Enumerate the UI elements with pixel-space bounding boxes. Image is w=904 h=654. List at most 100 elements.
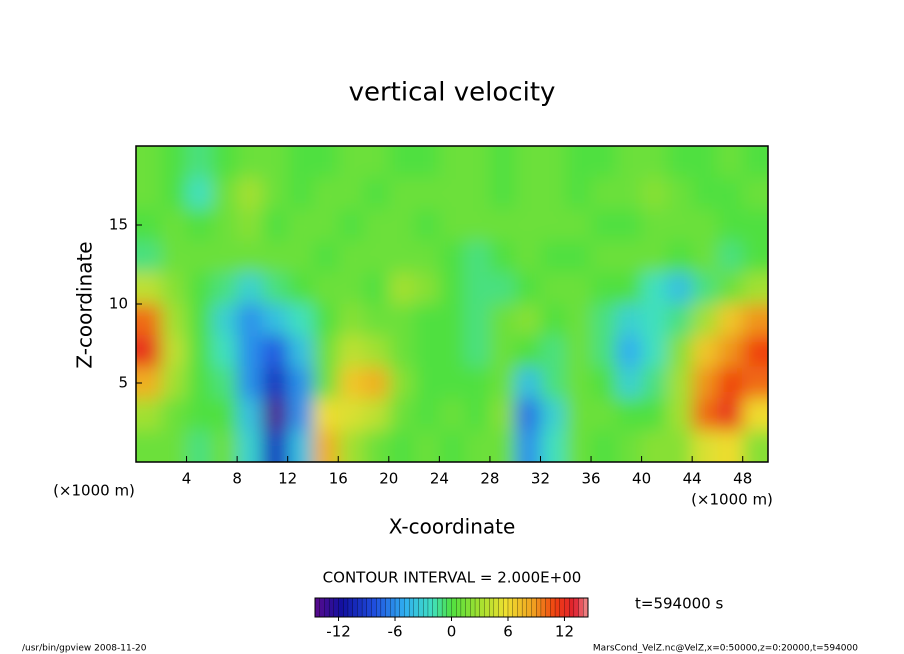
field-cells bbox=[136, 146, 768, 462]
colorbar-segment bbox=[550, 597, 556, 618]
field-cell bbox=[161, 398, 187, 431]
field-cell bbox=[388, 209, 415, 241]
field-cell bbox=[515, 272, 541, 304]
field-cell bbox=[641, 304, 667, 336]
colorbar-segment bbox=[498, 597, 504, 618]
field-cell bbox=[565, 367, 592, 399]
field-cell bbox=[717, 304, 743, 336]
colorbar-segment bbox=[380, 597, 387, 618]
field-cell bbox=[186, 177, 212, 210]
field-cell bbox=[641, 146, 667, 178]
field-cell bbox=[211, 240, 238, 273]
field-cell bbox=[414, 272, 440, 304]
x-tick-label: 4 bbox=[182, 470, 192, 488]
colorbar-segment bbox=[338, 597, 344, 618]
x-tick-label: 12 bbox=[278, 470, 297, 488]
field-cell bbox=[161, 304, 187, 336]
y-axis-label: Z-coordinate bbox=[73, 241, 97, 368]
colorbar-segment bbox=[324, 597, 330, 618]
field-cell bbox=[262, 146, 288, 178]
field-cell bbox=[616, 209, 642, 241]
field-cell bbox=[565, 146, 592, 178]
field-cell bbox=[414, 398, 440, 431]
field-cell bbox=[439, 146, 465, 178]
field-cell bbox=[363, 146, 389, 178]
field-cell bbox=[666, 367, 693, 399]
x-tick-label: 8 bbox=[232, 470, 242, 488]
field-cell bbox=[161, 209, 187, 241]
x-tick-label: 32 bbox=[531, 470, 550, 488]
colorbar-segment bbox=[314, 597, 321, 618]
field-cell bbox=[565, 240, 592, 273]
field-cell bbox=[186, 209, 212, 241]
field-cell bbox=[464, 398, 490, 431]
field-cell bbox=[237, 146, 263, 178]
field-cell bbox=[287, 304, 313, 336]
field-cell bbox=[186, 240, 212, 273]
y-tick-label: 10 bbox=[109, 295, 128, 313]
field-cell bbox=[388, 240, 415, 273]
field-cell bbox=[692, 209, 718, 241]
field-cell bbox=[641, 430, 667, 462]
field-cell bbox=[742, 398, 768, 431]
field-cell bbox=[717, 335, 743, 368]
field-cell bbox=[464, 304, 490, 336]
field-cell bbox=[742, 146, 768, 178]
colorbar-segment bbox=[536, 597, 542, 618]
field-cell bbox=[591, 398, 617, 431]
field-cell bbox=[312, 335, 339, 368]
field-cell bbox=[489, 430, 516, 462]
field-cell bbox=[616, 335, 642, 368]
field-cell bbox=[161, 367, 187, 399]
x-axis-label: X-coordinate bbox=[389, 515, 516, 539]
field-cell bbox=[464, 209, 490, 241]
field-cell bbox=[666, 398, 693, 431]
colorbar-segment bbox=[404, 597, 410, 618]
x-tick-label: 36 bbox=[581, 470, 600, 488]
field-cell bbox=[616, 146, 642, 178]
field-cell bbox=[211, 304, 238, 336]
field-cell bbox=[692, 335, 718, 368]
field-cell bbox=[591, 177, 617, 210]
field-cell bbox=[211, 398, 238, 431]
field-cell bbox=[515, 398, 541, 431]
field-cell bbox=[363, 272, 389, 304]
colorbar-segment bbox=[427, 597, 434, 618]
field-cell bbox=[439, 335, 465, 368]
field-cell bbox=[717, 146, 743, 178]
colorbar-segment bbox=[446, 597, 452, 618]
field-cell bbox=[464, 240, 490, 273]
field-cell bbox=[692, 146, 718, 178]
field-cell bbox=[591, 430, 617, 462]
x-unit: (×1000 m) bbox=[691, 491, 773, 509]
field-cell bbox=[616, 398, 642, 431]
field-cell bbox=[515, 240, 541, 273]
x-tick-label: 24 bbox=[430, 470, 449, 488]
colorbar-segment bbox=[512, 597, 518, 618]
field-cell bbox=[540, 367, 566, 399]
field-cell bbox=[540, 177, 566, 210]
field-cell bbox=[287, 398, 313, 431]
time-label: t=594000 s bbox=[635, 595, 723, 613]
field-cell bbox=[540, 272, 566, 304]
field-cell bbox=[666, 304, 693, 336]
field-cell bbox=[262, 240, 288, 273]
field-cell bbox=[540, 240, 566, 273]
field-cell bbox=[565, 335, 592, 368]
field-cell bbox=[742, 304, 768, 336]
field-cell bbox=[312, 209, 339, 241]
colorbar-segment bbox=[503, 597, 509, 618]
colorbar-segment bbox=[493, 597, 500, 618]
field bbox=[136, 146, 768, 462]
field-cell bbox=[641, 367, 667, 399]
field-cell bbox=[237, 209, 263, 241]
colorbar-segment bbox=[559, 597, 565, 618]
field-cell bbox=[363, 177, 389, 210]
field-cell bbox=[414, 209, 440, 241]
field-cell bbox=[388, 398, 415, 431]
field-cell bbox=[540, 146, 566, 178]
field-cell bbox=[666, 146, 693, 178]
field-cell bbox=[338, 146, 364, 178]
colorbar-segment bbox=[456, 597, 462, 618]
field-cell bbox=[666, 177, 693, 210]
